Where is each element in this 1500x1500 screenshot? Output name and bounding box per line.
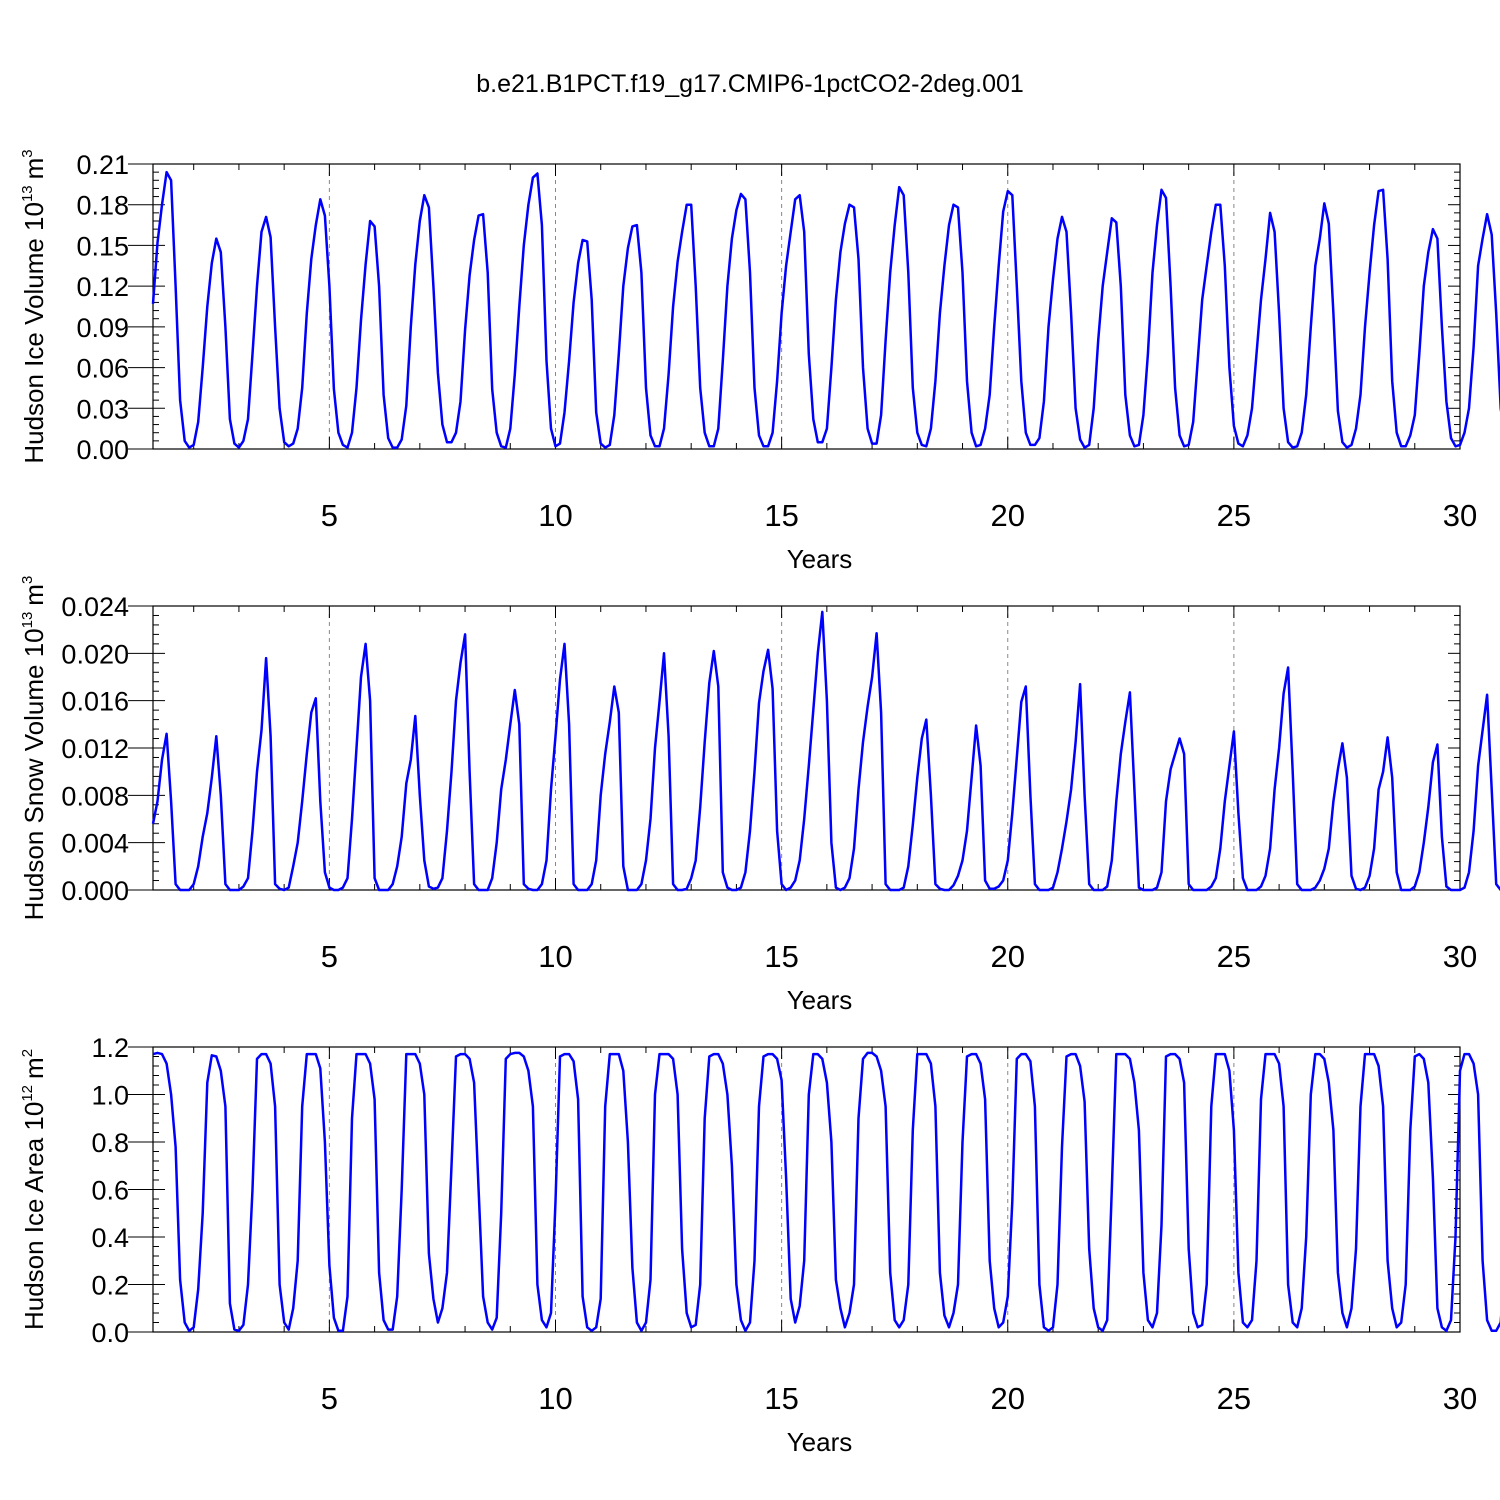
- y-axis-title-unit: m: [19, 584, 49, 606]
- series-line-1: [151, 170, 1500, 449]
- y-tick-label: 0.15: [76, 231, 129, 261]
- y-tick-label: 0.12: [76, 272, 129, 302]
- x-tick-label-25: 25: [1217, 1381, 1251, 1416]
- y-tick-label: 0.21: [76, 150, 129, 180]
- y-axis-title: Hudson Ice Area 1012 m2: [19, 1049, 49, 1330]
- x-tick-label-5: 5: [321, 1381, 338, 1416]
- y-tick-label: 0.016: [61, 687, 129, 717]
- y-axis-title: Hudson Ice Volume 1013 m3: [19, 149, 49, 463]
- x-tick-label-20: 20: [991, 1381, 1025, 1416]
- y-tick-label: 0.000: [61, 876, 129, 906]
- y-tick-label: 0.024: [61, 592, 129, 622]
- y-tick-label: 0.18: [76, 191, 129, 221]
- x-axis-title: Years: [787, 1427, 853, 1457]
- plot-frame: [152, 163, 1461, 450]
- y-axis-title: Hudson Snow Volume 1013 m3: [19, 576, 49, 921]
- y-tick-label: 0.6: [91, 1176, 129, 1206]
- chart-panel-2: 5 10 15 20 25 30 Years 0.000 0.004 0.008 0.012 0.01…: [19, 576, 1500, 1015]
- x-tick-label-5: 5: [321, 939, 338, 974]
- y-axis-title-main: Hudson Ice Area 10: [19, 1102, 49, 1330]
- y-axis-title-unit-exponent: 3: [19, 576, 36, 584]
- figure-title: b.e21.B1PCT.f19_g17.CMIP6-1pctCO2-2deg.0…: [476, 70, 1024, 98]
- x-tick-label-5: 5: [321, 498, 338, 533]
- y-tick-label: 0.00: [76, 435, 129, 465]
- x-tick-label-30: 30: [1443, 498, 1477, 533]
- series-line-1: [151, 610, 1500, 892]
- y-tick-label: 1.2: [91, 1033, 129, 1063]
- y-axis-title-unit: m: [19, 158, 49, 180]
- y-tick-label: 0.020: [61, 639, 129, 669]
- chart-panel-3: 5 10 15 20 25 30 Years 0.0 0.2 0.4 0.6 0.8 1.0 1.2 Hud…: [19, 1033, 1500, 1457]
- y-tick-label: 0.0: [91, 1318, 129, 1348]
- x-axis-title: Years: [787, 544, 853, 574]
- series-line-1: [152, 1051, 1500, 1333]
- y-tick-label: 0.012: [61, 734, 129, 764]
- x-tick-label-15: 15: [764, 1381, 798, 1416]
- y-tick-label: 0.03: [76, 394, 129, 424]
- y-axis-title-exponent: 13: [19, 612, 36, 629]
- x-axis-title: Years: [787, 985, 853, 1015]
- y-axis-title-unit-exponent: 3: [19, 149, 36, 157]
- y-tick-label: 1.0: [91, 1081, 129, 1111]
- y-tick-label: 0.008: [61, 781, 129, 811]
- x-tick-label-15: 15: [764, 498, 798, 533]
- chart-panel-1: 5 10 15 20 25 30 Years 0.00 0.03 0.06 0.09 0.12 0.15…: [19, 149, 1500, 574]
- x-tick-label-25: 25: [1217, 498, 1251, 533]
- y-axis-title-unit: m: [19, 1057, 49, 1079]
- y-tick-label: 0.4: [91, 1223, 129, 1253]
- x-tick-label-20: 20: [991, 498, 1025, 533]
- x-tick-label-30: 30: [1443, 939, 1477, 974]
- x-tick-label-25: 25: [1217, 939, 1251, 974]
- x-tick-label-10: 10: [538, 1381, 572, 1416]
- y-tick-label: 0.2: [91, 1271, 129, 1301]
- x-tick-label-10: 10: [538, 939, 572, 974]
- chart-panels: 5 10 15 20 25 30Years0.000.030.060.090.120.15…: [19, 149, 1500, 1457]
- y-tick-label: 0.8: [91, 1128, 129, 1158]
- y-axis-title-main: Hudson Snow Volume 10: [19, 628, 49, 920]
- y-tick-label: 0.06: [76, 354, 129, 384]
- y-axis-title-main: Hudson Ice Volume 10: [19, 202, 49, 464]
- x-tick-label-20: 20: [991, 939, 1025, 974]
- y-axis-title-exponent: 13: [19, 185, 36, 202]
- y-axis-title-exponent: 12: [19, 1085, 36, 1102]
- x-tick-label-10: 10: [538, 498, 572, 533]
- y-tick-label: 0.004: [61, 829, 129, 859]
- y-axis-title-unit-exponent: 2: [19, 1049, 36, 1057]
- y-tick-label: 0.09: [76, 313, 129, 343]
- x-tick-label-30: 30: [1443, 1381, 1477, 1416]
- x-tick-label-15: 15: [764, 939, 798, 974]
